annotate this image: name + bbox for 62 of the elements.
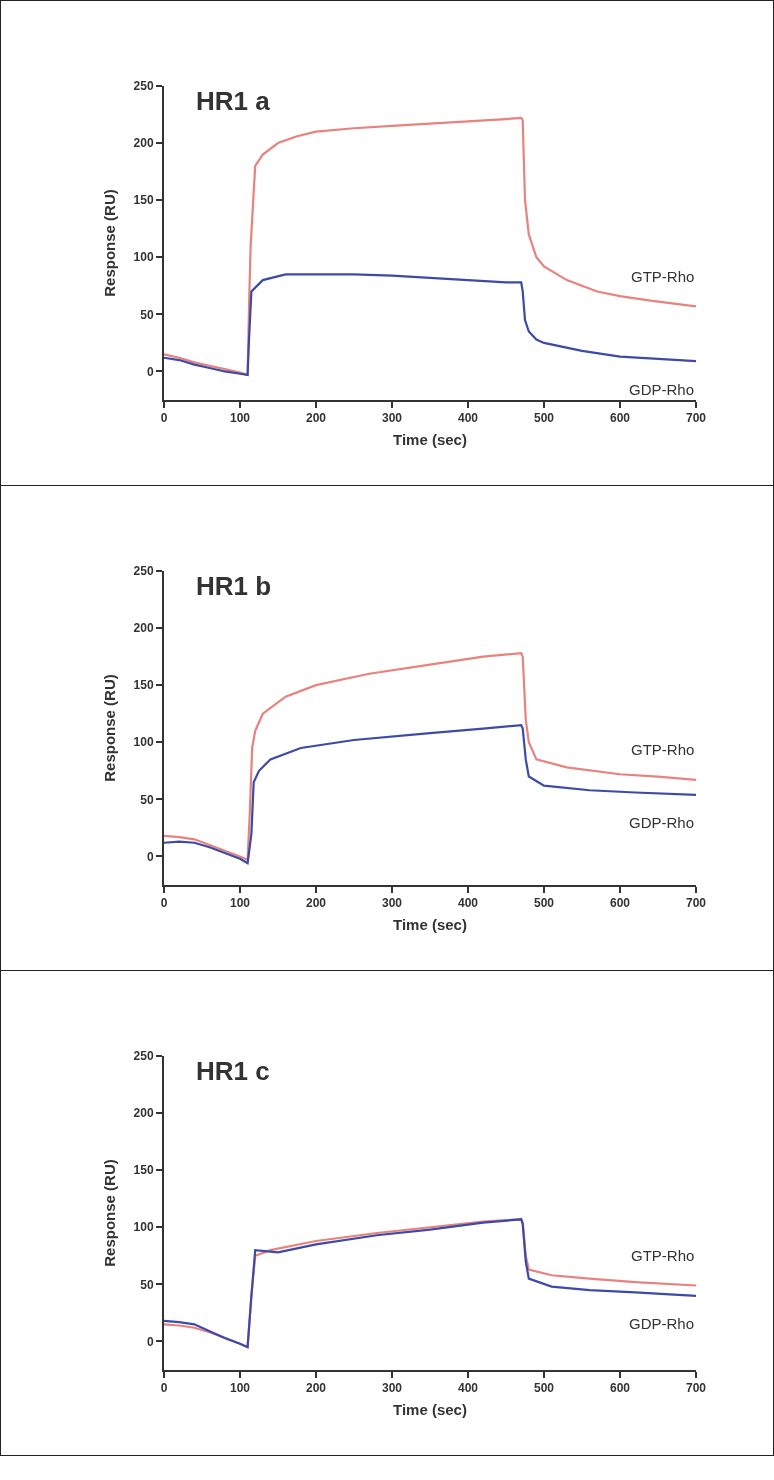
line-series — [164, 652, 696, 861]
x-axis-title: Time (sec) — [393, 915, 467, 933]
series-label: GTP-Rho — [631, 268, 695, 285]
line-series — [164, 273, 696, 376]
x-tick-label: 400 — [457, 1381, 479, 1396]
x-tick-label: 0 — [160, 896, 168, 911]
x-tick-label: 0 — [160, 1381, 168, 1396]
y-tick-label: 100 — [133, 250, 154, 265]
y-tick-label: 50 — [140, 792, 154, 807]
y-tick-label: 250 — [133, 564, 154, 579]
y-tick-label: 200 — [133, 136, 154, 151]
series-label: GTP-Rho — [631, 741, 695, 758]
x-tick-label: 700 — [685, 1381, 707, 1396]
y-tick-label: 150 — [133, 193, 154, 208]
y-axis-title: Response (RU) — [101, 1159, 119, 1267]
chart-title: HR1 b — [195, 571, 272, 602]
x-tick-label: 300 — [381, 896, 403, 911]
y-tick-label: 250 — [133, 1049, 154, 1064]
chart-title: HR1 a — [195, 86, 271, 117]
y-tick-label: 250 — [133, 79, 154, 94]
x-axis-title: Time (sec) — [393, 430, 467, 448]
y-tick-label: 50 — [140, 1277, 154, 1292]
y-tick-label: 200 — [133, 1106, 154, 1121]
x-tick-label: 400 — [457, 896, 479, 911]
series-label: GDP-Rho — [629, 814, 695, 831]
y-tick-label: 150 — [133, 678, 154, 693]
y-tick-label: 200 — [133, 621, 154, 636]
x-tick-label: 300 — [381, 411, 403, 426]
x-tick-label: 200 — [305, 411, 327, 426]
x-tick-label: 0 — [160, 411, 168, 426]
y-tick-label: 100 — [133, 1220, 154, 1235]
x-tick-label: 500 — [533, 1381, 555, 1396]
x-tick-label: 700 — [685, 411, 707, 426]
line-series — [164, 1218, 696, 1349]
series-label: GDP-Rho — [629, 1315, 695, 1332]
x-tick-label: 100 — [229, 411, 251, 426]
y-tick-label: 100 — [133, 735, 154, 750]
y-tick-label: 150 — [133, 1163, 154, 1178]
x-axis-title: Time (sec) — [393, 1400, 467, 1418]
x-tick-label: 100 — [229, 1381, 251, 1396]
y-axis-title: Response (RU) — [101, 189, 119, 297]
y-tick-label: 0 — [146, 1334, 154, 1349]
x-tick-label: 300 — [381, 1381, 403, 1396]
x-tick-label: 600 — [609, 896, 631, 911]
x-tick-label: 400 — [457, 411, 479, 426]
x-tick-label: 600 — [609, 1381, 631, 1396]
x-tick-label: 200 — [305, 896, 327, 911]
y-tick-label: 50 — [140, 307, 154, 322]
x-tick-label: 600 — [609, 411, 631, 426]
line-series — [164, 724, 696, 865]
x-tick-label: 500 — [533, 896, 555, 911]
x-tick-label: 200 — [305, 1381, 327, 1396]
y-tick-label: 0 — [146, 364, 154, 379]
series-label: GDP-Rho — [629, 381, 695, 398]
x-tick-label: 100 — [229, 896, 251, 911]
x-tick-label: 500 — [533, 411, 555, 426]
x-tick-label: 700 — [685, 896, 707, 911]
y-tick-label: 0 — [146, 849, 154, 864]
series-label: GTP-Rho — [631, 1247, 695, 1264]
line-series — [164, 116, 696, 376]
y-axis-title: Response (RU) — [101, 674, 119, 782]
chart-title: HR1 c — [195, 1056, 270, 1087]
